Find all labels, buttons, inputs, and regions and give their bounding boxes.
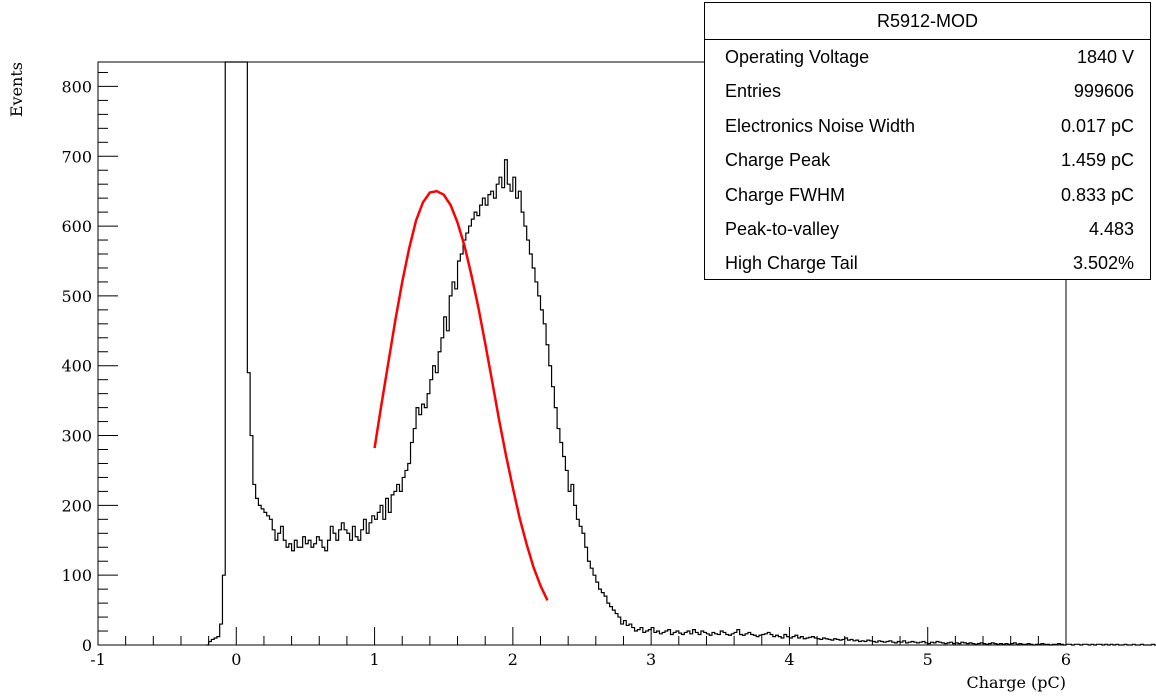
fit-curve-series [373, 189, 549, 601]
stats-value: 0.017 pC [1060, 115, 1134, 136]
stats-value: 4.483 [1088, 218, 1134, 239]
stats-value: 1840 V [1076, 47, 1134, 67]
y-tick-label: 400 [61, 357, 92, 376]
stats-label: Entries [725, 81, 782, 102]
stats-label: High Charge Tail [725, 253, 858, 274]
stats-value: 3.502% [1072, 253, 1134, 274]
stats-value: 0.833 pC [1060, 184, 1134, 205]
stats-row-high-charge-tail: High Charge Tail 3.502% [705, 246, 1150, 280]
x-axis: -1 0 1 2 3 4 5 6 [90, 627, 1071, 669]
stats-value: 1.459 pC [1060, 150, 1134, 171]
y-tick-label: 800 [61, 77, 92, 96]
x-tick-label: 6 [1061, 650, 1071, 669]
stats-row-operating-voltage: Operating Voltage 1840 V [705, 40, 1150, 74]
stats-row-charge-peak: Charge Peak 1.459 pC [705, 143, 1150, 177]
x-axis-title: Charge (pC) [967, 673, 1067, 692]
stats-label: Charge FWHM [725, 184, 846, 205]
stats-legend-box: R5912-MOD Operating Voltage 1840 V Entri… [704, 2, 1151, 280]
stats-title: R5912-MOD [705, 3, 1150, 40]
y-tick-label: 300 [61, 427, 92, 446]
y-tick-label: 100 [61, 566, 92, 585]
y-tick-label: 0 [82, 636, 92, 655]
stats-label: Peak-to-valley [725, 218, 840, 239]
stats-value: 999606 [1073, 81, 1134, 102]
stats-label: Charge Peak [725, 150, 831, 171]
y-axis: 0 100 200 300 400 500 600 700 800 [61, 71, 118, 655]
histogram-series [205, 61, 1156, 646]
x-tick-label: 1 [369, 650, 379, 669]
histogram-line [205, 61, 1156, 646]
stats-label: Electronics Noise Width [725, 115, 916, 136]
plot-frame [97, 61, 1067, 646]
y-tick-label: 500 [61, 287, 92, 306]
fit-curve [373, 189, 549, 601]
y-tick-label: 700 [61, 147, 92, 166]
stats-row-entries: Entries 999606 [705, 74, 1150, 108]
x-tick-label: 2 [508, 650, 518, 669]
stats-row-peak-to-valley: Peak-to-valley 4.483 [705, 212, 1150, 246]
stats-row-noise-width: Electronics Noise Width 0.017 pC [705, 109, 1150, 143]
x-tick-label: 4 [784, 650, 794, 669]
x-tick-label: 3 [646, 650, 656, 669]
y-tick-label: 200 [61, 496, 92, 515]
y-axis-title: Events [7, 62, 26, 117]
y-tick-label: 600 [61, 217, 92, 236]
stats-label: Operating Voltage [725, 47, 870, 67]
x-tick-label: 0 [231, 650, 241, 669]
stats-row-charge-fwhm: Charge FWHM 0.833 pC [705, 178, 1150, 212]
x-tick-label: 5 [923, 650, 933, 669]
x-tick-label: -1 [90, 650, 106, 669]
